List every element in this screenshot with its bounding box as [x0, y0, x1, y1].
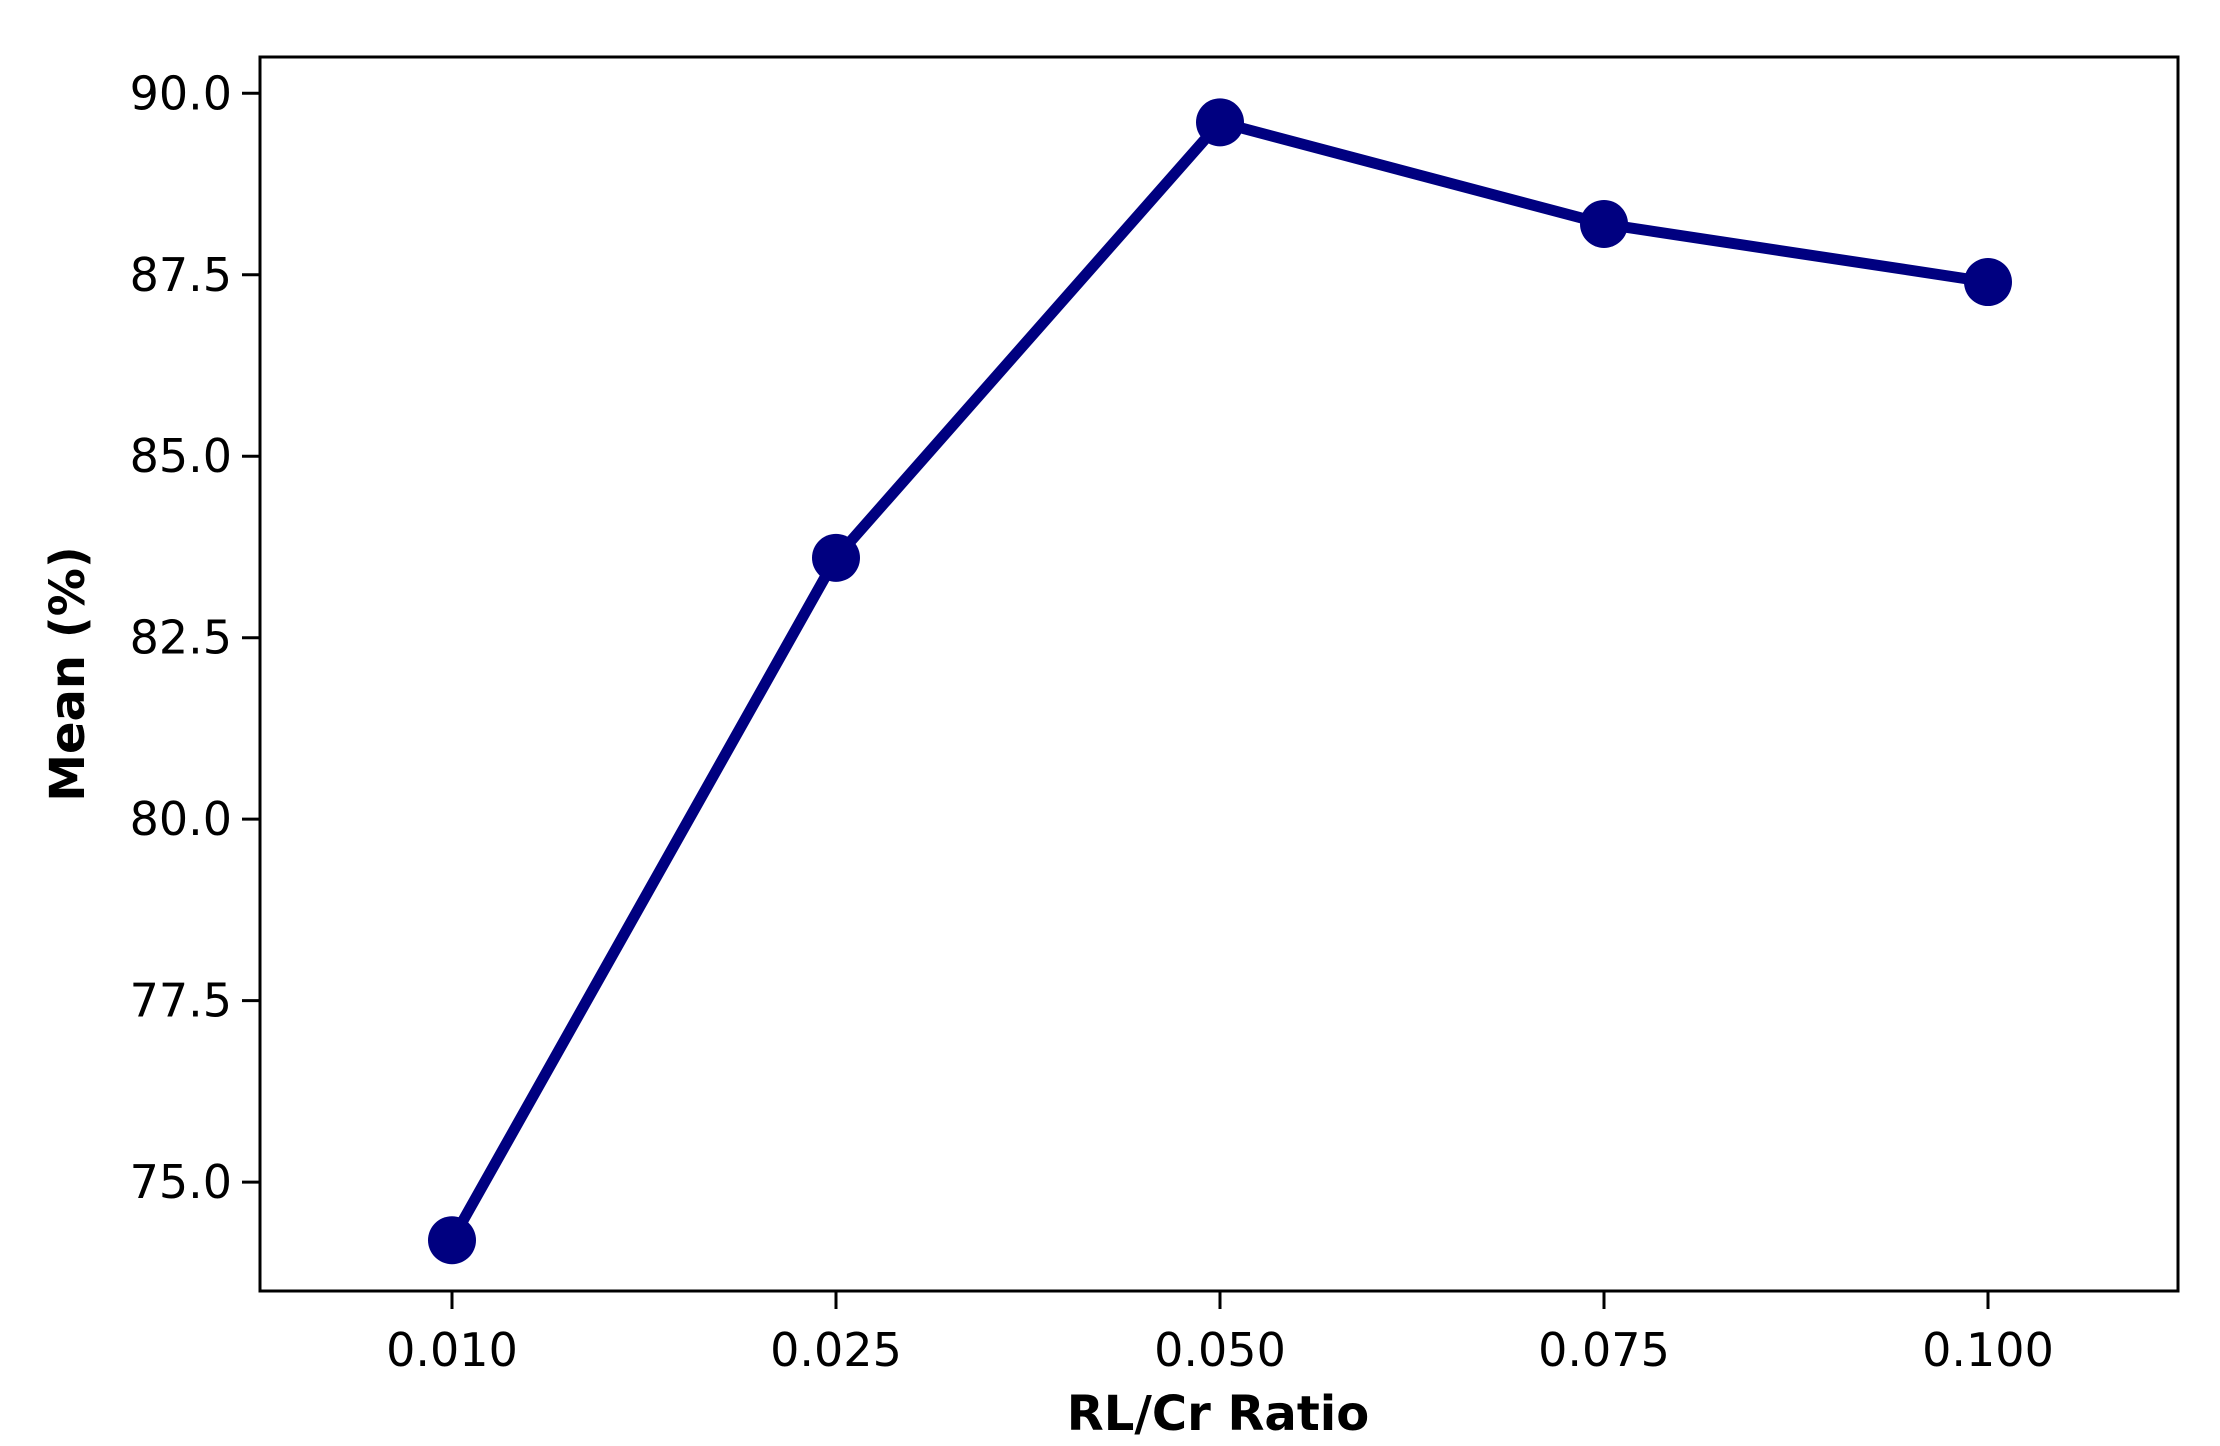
y-tick-label: 85.0 [130, 429, 232, 483]
y-tick-label: 87.5 [130, 248, 232, 302]
x-axis-ticks: 0.010 0.025 0.050 0.075 0.100 [386, 1291, 2054, 1377]
y-tick-label: 90.0 [130, 66, 232, 120]
series-line [446, 116, 1994, 1246]
y-axis-ticks: 75.0 77.5 80.0 82.5 85.0 87.5 90.0 [130, 66, 260, 1209]
y-axis-title: Mean (%) [40, 546, 96, 802]
x-tick-label: 0.100 [1922, 1323, 2054, 1377]
x-tick-label: 0.025 [770, 1323, 902, 1377]
y-tick-label: 75.0 [130, 1155, 232, 1209]
data-point [1196, 98, 1244, 147]
plot-area-frame [258, 55, 2180, 1293]
y-tick-label: 82.5 [130, 611, 232, 665]
y-tick-label: 80.0 [130, 792, 232, 846]
y-tick-label: 77.5 [130, 974, 232, 1028]
data-point [1580, 199, 1628, 248]
series-layer [428, 98, 2012, 1265]
x-tick-label: 0.010 [386, 1323, 518, 1377]
data-point [812, 533, 860, 582]
x-tick-label: 0.050 [1154, 1323, 1286, 1377]
x-tick-label: 0.075 [1538, 1323, 1670, 1377]
data-point [428, 1216, 476, 1265]
x-axis-title: RL/Cr Ratio [1067, 1386, 1369, 1442]
data-point [1964, 258, 2012, 307]
